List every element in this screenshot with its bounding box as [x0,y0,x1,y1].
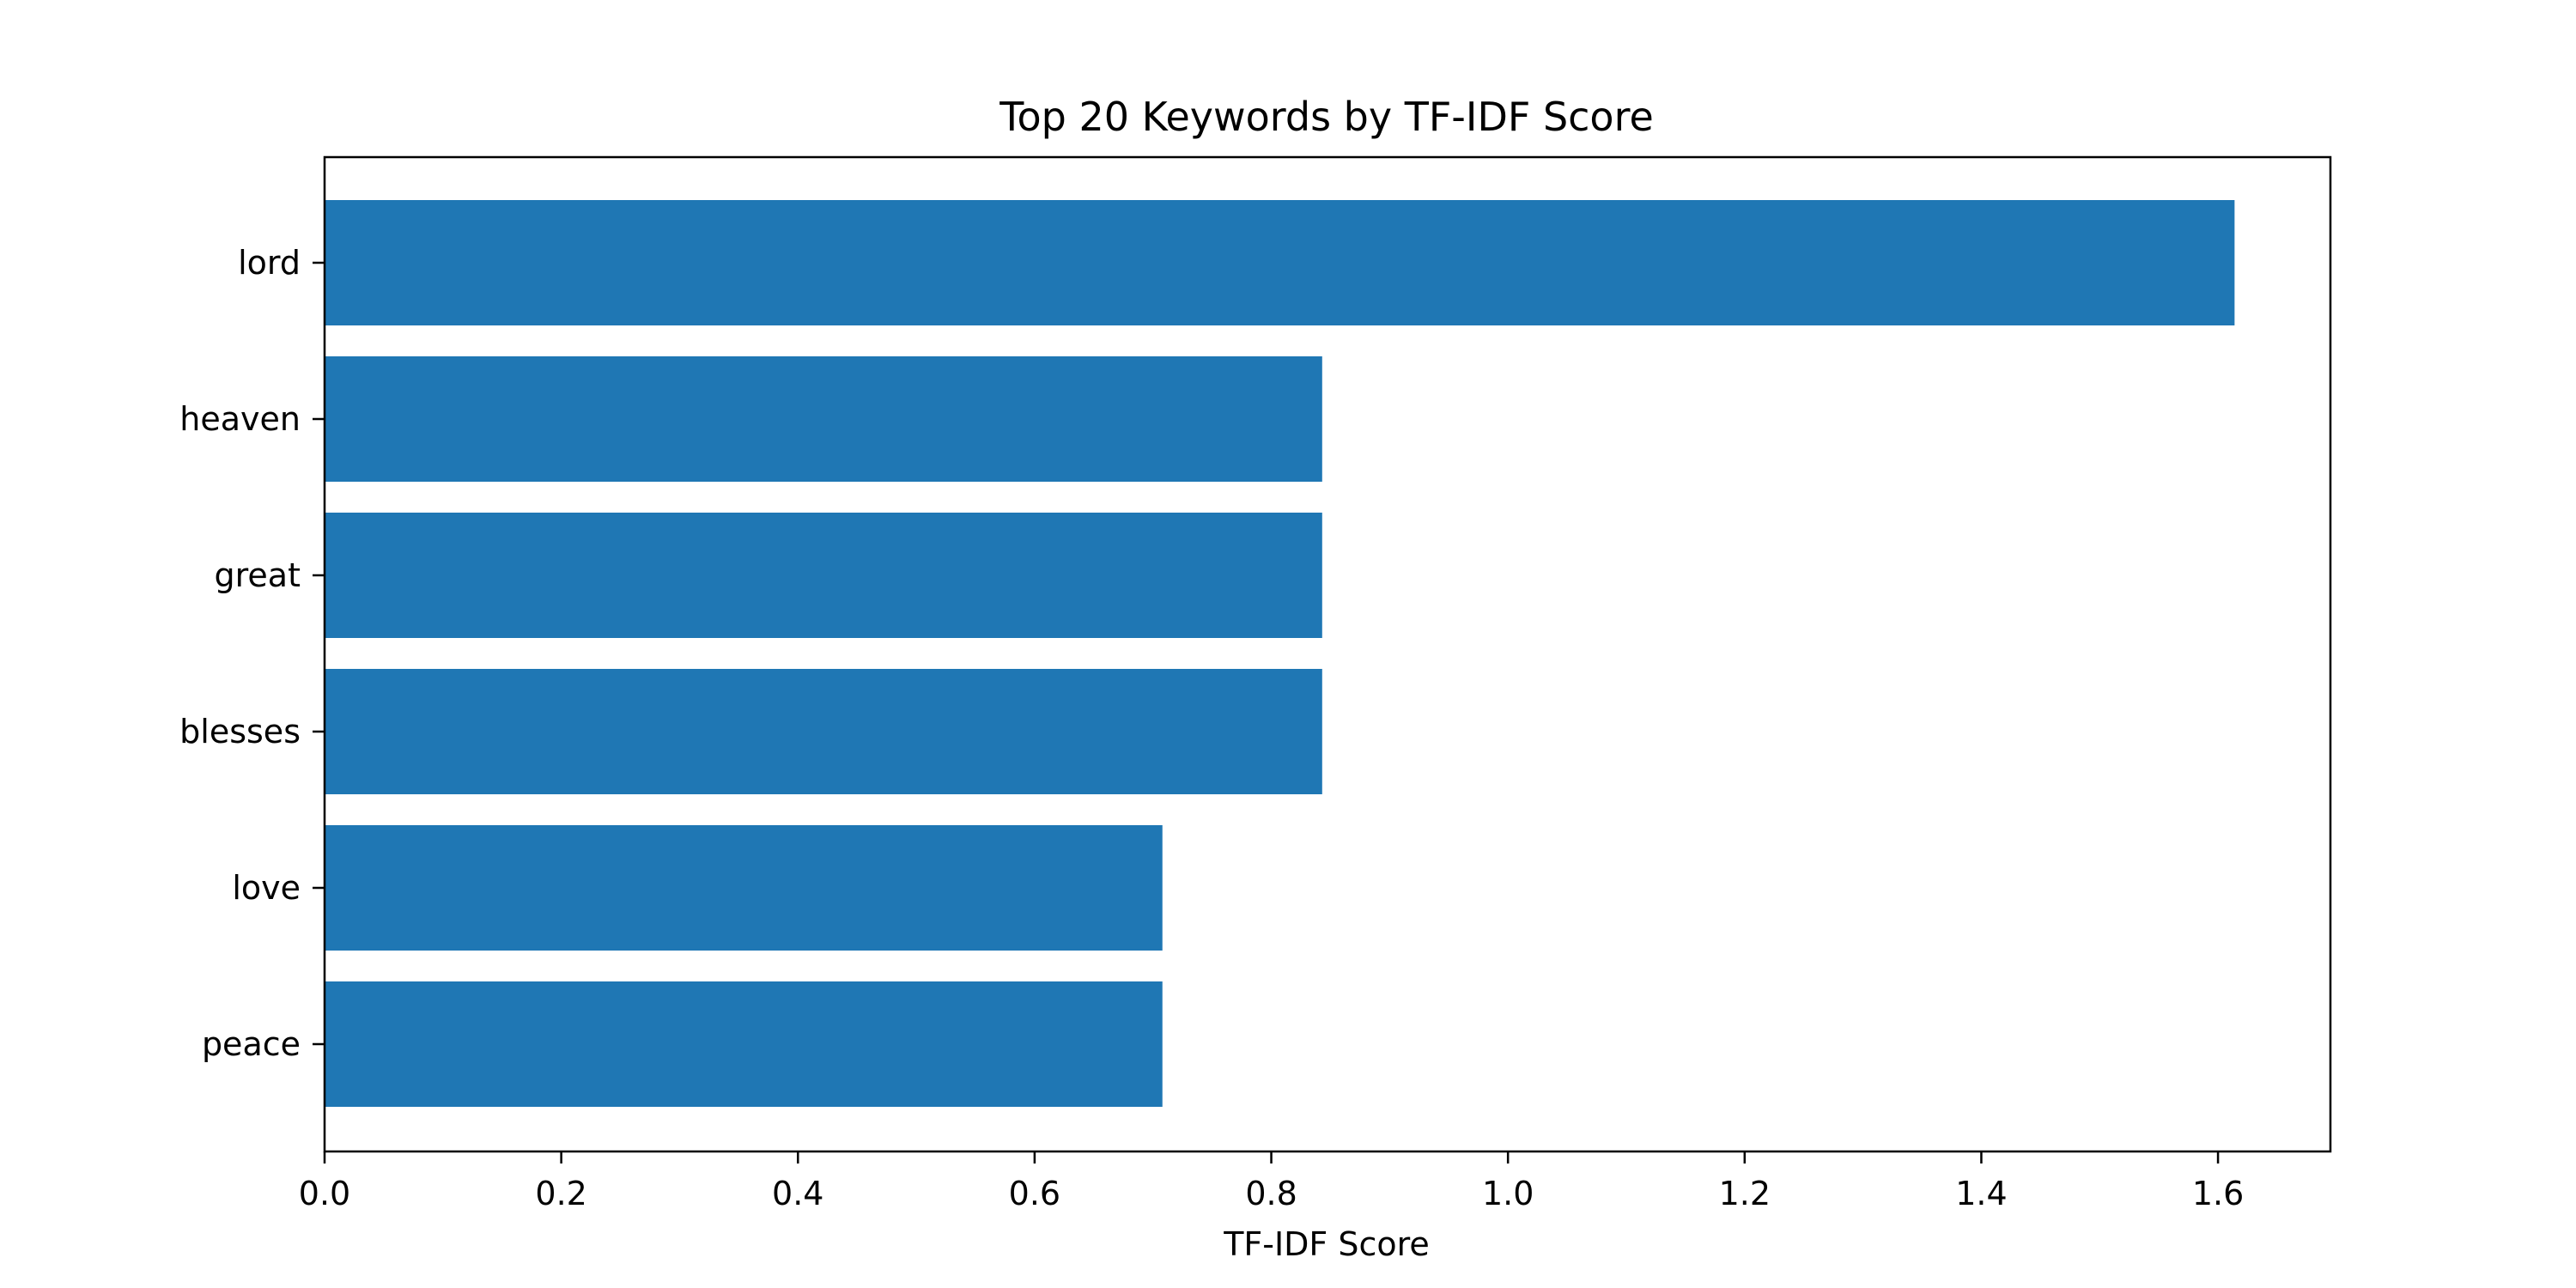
x-tick-label: 0.2 [535,1175,586,1212]
bar-peace [325,981,1163,1107]
x-tick-label: 1.0 [1482,1175,1534,1212]
plot-frame [323,155,2332,1153]
bar-love [325,825,1163,951]
y-axis-ticks: lord heaven great blesses love peace [179,244,325,1063]
x-tick-label: 0.0 [299,1175,350,1212]
bar-great [325,513,1322,638]
x-axis-ticks: 0.0 0.2 0.4 0.6 0.8 1.0 1.2 1.4 1.6 [299,1151,2244,1212]
x-tick-label: 0.8 [1245,1175,1297,1212]
bars-group [325,200,2235,1107]
x-tick-label: 0.6 [1009,1175,1060,1212]
x-tick-label: 0.4 [772,1175,823,1212]
x-tick-label: 1.6 [2192,1175,2244,1212]
y-tick-label: peace [202,1025,301,1063]
y-tick-label: heaven [179,400,301,438]
bar-blesses [325,669,1322,794]
y-tick-label: blesses [179,713,301,750]
x-tick-label: 1.4 [1955,1175,2007,1212]
bar-heaven [325,356,1322,482]
y-tick-label: great [215,556,301,594]
y-tick-label: lord [238,244,301,282]
chart-title: Top 20 Keywords by TF-IDF Score [999,94,1654,140]
bar-lord [325,200,2235,325]
x-axis-label: TF-IDF Score [1223,1225,1430,1263]
x-tick-label: 1.2 [1719,1175,1771,1212]
y-tick-label: love [232,869,301,907]
